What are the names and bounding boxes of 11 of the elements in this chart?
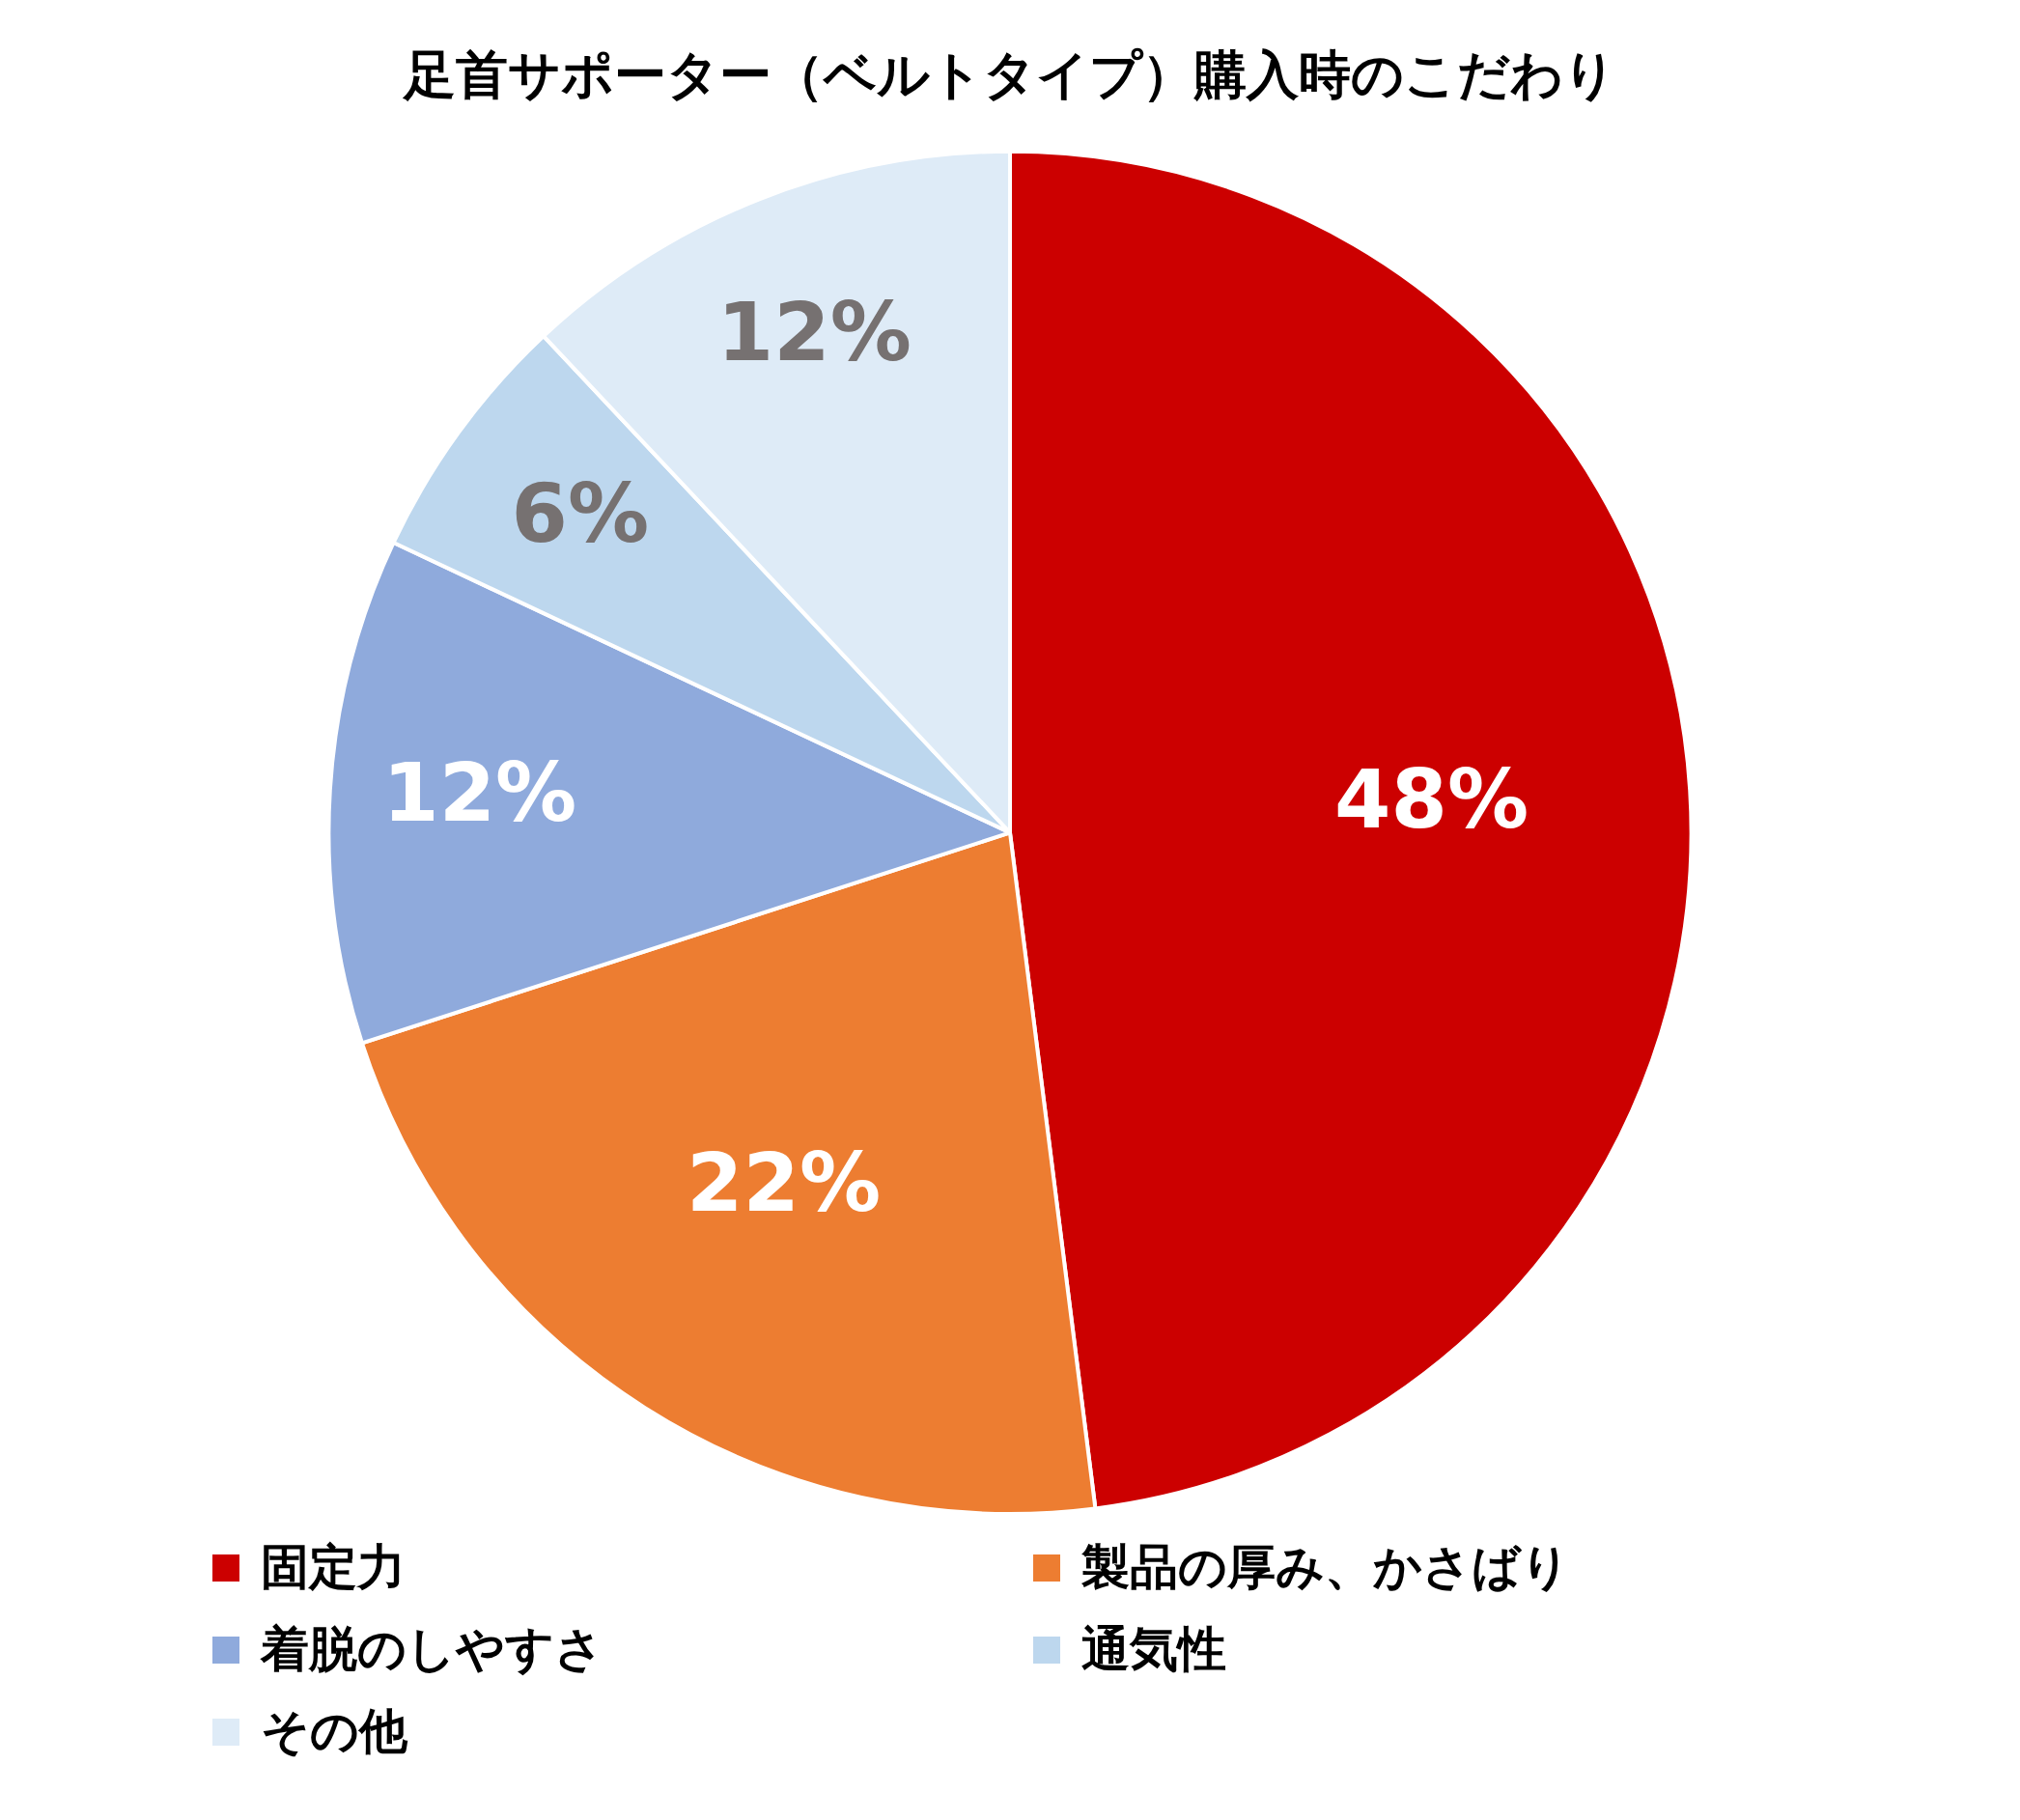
legend-label: その他 [261, 1702, 407, 1761]
legend-label: 通気性 [1081, 1620, 1226, 1679]
legend-label: 着脱のしやすさ [261, 1620, 603, 1679]
legend-label: 製品の厚み、かさばり [1081, 1538, 1570, 1597]
data-label: 22% [687, 1134, 882, 1230]
data-label: 12% [382, 744, 577, 840]
data-label: 12% [716, 284, 912, 379]
data-label: 48% [1334, 751, 1529, 847]
legend-label: 固定力 [261, 1538, 406, 1597]
chart-title: 足首サポーター（ベルトタイプ）購入時のこだわり [402, 44, 1616, 106]
data-label: 6% [511, 465, 650, 561]
